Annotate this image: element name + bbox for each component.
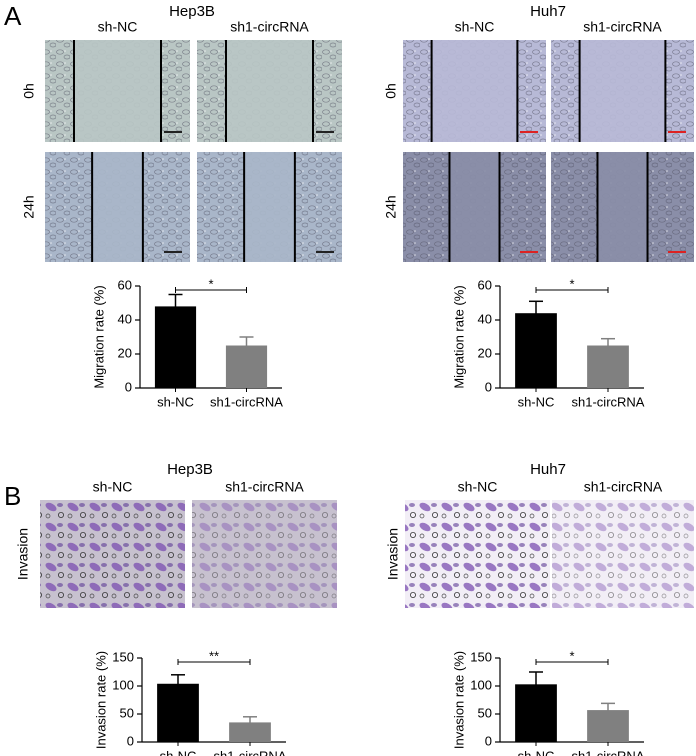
column-label: sh-NC xyxy=(98,19,138,35)
column-label: sh-NC xyxy=(458,479,498,495)
group-title: Huh7 xyxy=(530,3,566,20)
column-label: sh1-circRNA xyxy=(583,19,662,35)
group-title: Hep3B xyxy=(169,3,215,20)
column-label: sh-NC xyxy=(93,479,133,495)
x-tick-label: sh1-circRNA xyxy=(214,748,287,756)
x-tick-label: sh1-circRNA xyxy=(572,394,645,409)
significance-label: * xyxy=(208,276,213,291)
y-tick-label: 60 xyxy=(478,277,492,292)
y-axis-label: Invasion rate (%) xyxy=(93,651,108,749)
x-tick-label: sh-NC xyxy=(518,748,555,756)
y-tick-label: 50 xyxy=(478,705,492,720)
bar xyxy=(157,683,199,742)
row-label: Invasion xyxy=(15,528,31,580)
column-label: sh1-circRNA xyxy=(584,479,663,495)
row-label: 24h xyxy=(383,195,399,218)
group-title: Hep3B xyxy=(167,461,213,478)
y-tick-label: 0 xyxy=(127,733,134,748)
wound-area xyxy=(449,152,500,262)
wound-area xyxy=(431,40,518,142)
column-label: sh-NC xyxy=(455,19,495,35)
x-tick-label: sh1-circRNA xyxy=(210,394,283,409)
y-axis-label: Migration rate (%) xyxy=(91,285,106,388)
bar xyxy=(229,722,271,742)
row-label: 24h xyxy=(21,195,37,218)
panel-label: A xyxy=(4,1,22,31)
cell-stain xyxy=(192,500,337,608)
y-tick-label: 20 xyxy=(478,345,492,360)
y-axis-label: Invasion rate (%) xyxy=(451,651,466,749)
significance-label: * xyxy=(569,648,574,663)
bar xyxy=(225,345,268,388)
bar xyxy=(587,345,629,388)
y-tick-label: 150 xyxy=(112,649,134,664)
cell-stain xyxy=(40,500,185,608)
x-tick-label: sh-NC xyxy=(518,394,555,409)
cell-stain xyxy=(552,500,694,608)
row-label: Invasion xyxy=(385,528,401,580)
bar xyxy=(515,684,557,742)
wound-area xyxy=(92,152,143,262)
wound-area xyxy=(226,40,313,142)
bar xyxy=(154,306,197,388)
wound-area xyxy=(244,152,295,262)
x-tick-label: sh1-circRNA xyxy=(572,748,645,756)
y-tick-label: 60 xyxy=(118,277,132,292)
y-tick-label: 0 xyxy=(125,379,132,394)
significance-label: ** xyxy=(209,648,219,663)
group-title: Huh7 xyxy=(530,461,566,478)
y-tick-label: 40 xyxy=(478,311,492,326)
wound-area xyxy=(597,152,648,262)
y-tick-label: 150 xyxy=(470,649,492,664)
row-label: 0h xyxy=(383,83,399,99)
wound-area xyxy=(74,40,161,142)
y-tick-label: 0 xyxy=(485,379,492,394)
bar xyxy=(587,710,629,742)
y-tick-label: 100 xyxy=(112,677,134,692)
y-tick-label: 50 xyxy=(120,705,134,720)
x-tick-label: sh-NC xyxy=(160,748,197,756)
y-axis-label: Migration rate (%) xyxy=(451,285,466,388)
wound-area xyxy=(579,40,666,142)
column-label: sh1-circRNA xyxy=(230,19,309,35)
column-label: sh1-circRNA xyxy=(225,479,304,495)
bar xyxy=(515,313,557,388)
significance-label: * xyxy=(569,276,574,291)
y-tick-label: 100 xyxy=(470,677,492,692)
y-tick-label: 20 xyxy=(118,345,132,360)
row-label: 0h xyxy=(21,83,37,99)
y-tick-label: 40 xyxy=(118,311,132,326)
panel-label: B xyxy=(4,481,21,511)
y-tick-label: 0 xyxy=(485,733,492,748)
x-tick-label: sh-NC xyxy=(157,394,194,409)
cell-stain xyxy=(405,500,550,608)
